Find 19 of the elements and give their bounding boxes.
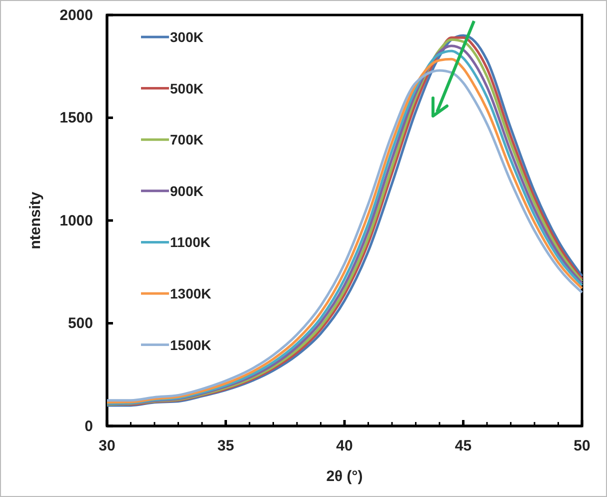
legend-label: 700K [170, 132, 204, 148]
x-tick-label: 45 [454, 438, 472, 455]
x-tick-label: 50 [574, 438, 590, 455]
x-axis-title: 2θ (°) [326, 468, 363, 485]
legend-label: 300K [170, 29, 204, 45]
legend-label: 1100K [170, 234, 210, 250]
y-axis-title: ntensity [27, 191, 44, 250]
legend-label: 1500K [170, 336, 212, 353]
legend-label: 900K [170, 182, 204, 199]
y-tick-label: 500 [68, 315, 93, 332]
x-tick-label: 35 [217, 438, 234, 455]
y-tick-label: 0 [84, 418, 93, 435]
y-tick-label: 2000 [60, 6, 93, 24]
legend-label: 1300K [170, 286, 212, 302]
y-tick-label: 1500 [60, 110, 93, 127]
y-tick-label: 1000 [60, 212, 93, 230]
x-tick-label: 40 [336, 438, 353, 455]
legend-label: 500K [170, 80, 204, 96]
x-tick-label: 30 [98, 438, 116, 455]
